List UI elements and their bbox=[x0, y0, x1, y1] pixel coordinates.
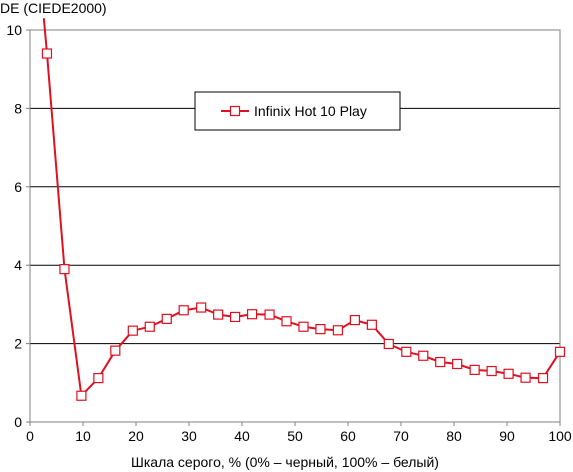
data-point-3 bbox=[93, 372, 104, 384]
data-point-29 bbox=[537, 372, 549, 384]
data-point-16 bbox=[315, 323, 326, 335]
data-point-26 bbox=[486, 365, 497, 377]
data-point-7 bbox=[161, 313, 172, 325]
y-axis-title: DE (CIEDE2000) bbox=[0, 0, 107, 16]
data-point-19 bbox=[366, 319, 377, 330]
data-point-28 bbox=[520, 372, 531, 383]
series-line bbox=[42, 18, 561, 397]
y-tick-label-8: 8 bbox=[14, 100, 22, 116]
data-point-24 bbox=[452, 358, 463, 370]
series-infinix-hot-10-play bbox=[41, 18, 566, 401]
x-tick-label-100: 100 bbox=[548, 428, 572, 444]
x-tick-label-70: 70 bbox=[393, 428, 409, 444]
data-point-5 bbox=[127, 325, 138, 336]
data-point-4 bbox=[110, 345, 121, 356]
data-point-2 bbox=[76, 390, 87, 401]
x-tick-label-40: 40 bbox=[234, 428, 250, 444]
legend-entry-label: Infinix Hot 10 Play bbox=[254, 103, 367, 119]
data-point-8 bbox=[178, 305, 189, 316]
data-point-11 bbox=[230, 311, 241, 323]
data-point-23 bbox=[435, 356, 446, 368]
legend-series-marker bbox=[229, 105, 241, 117]
x-tick-label-20: 20 bbox=[128, 428, 144, 444]
data-point-0 bbox=[41, 48, 53, 59]
data-point-25 bbox=[469, 364, 480, 375]
gridlines bbox=[30, 29, 560, 345]
data-point-14 bbox=[281, 316, 292, 327]
data-point-20 bbox=[383, 338, 394, 350]
x-tick-label-60: 60 bbox=[340, 428, 356, 444]
y-tick-label-6: 6 bbox=[14, 179, 22, 195]
x-axis-ticks: 0 10 20 30 40 50 60 70 80 90 100 bbox=[26, 422, 572, 444]
legend: Infinix Hot 10 Play bbox=[194, 91, 401, 131]
y-tick-label-2: 2 bbox=[14, 336, 22, 352]
x-tick-label-30: 30 bbox=[181, 428, 197, 444]
data-point-15 bbox=[298, 321, 309, 332]
data-point-17 bbox=[332, 325, 344, 336]
y-tick-label-10: 10 bbox=[6, 22, 22, 38]
plot-frame bbox=[29, 29, 561, 423]
data-point-9 bbox=[196, 302, 207, 313]
x-tick-label-10: 10 bbox=[75, 428, 91, 444]
x-tick-label-0: 0 bbox=[26, 428, 34, 444]
x-axis-title: Шкала серого, % (0% – черный, 100% – бел… bbox=[131, 454, 439, 470]
data-point-18 bbox=[349, 314, 360, 326]
data-point-30 bbox=[554, 346, 566, 357]
x-tick-label-90: 90 bbox=[499, 428, 515, 444]
data-point-27 bbox=[503, 368, 514, 379]
data-point-21 bbox=[401, 346, 412, 357]
x-tick-label-50: 50 bbox=[287, 428, 303, 444]
x-tick-label-80: 80 bbox=[446, 428, 462, 444]
data-point-10 bbox=[213, 309, 224, 320]
data-point-22 bbox=[418, 350, 429, 361]
y-axis-ticks: 0 2 4 6 8 10 bbox=[6, 22, 30, 430]
data-point-6 bbox=[144, 321, 155, 332]
y-tick-label-0: 0 bbox=[14, 414, 22, 430]
y-tick-label-4: 4 bbox=[14, 257, 22, 273]
data-point-13 bbox=[264, 309, 275, 320]
data-point-12 bbox=[246, 309, 258, 320]
data-point-1 bbox=[59, 264, 70, 275]
